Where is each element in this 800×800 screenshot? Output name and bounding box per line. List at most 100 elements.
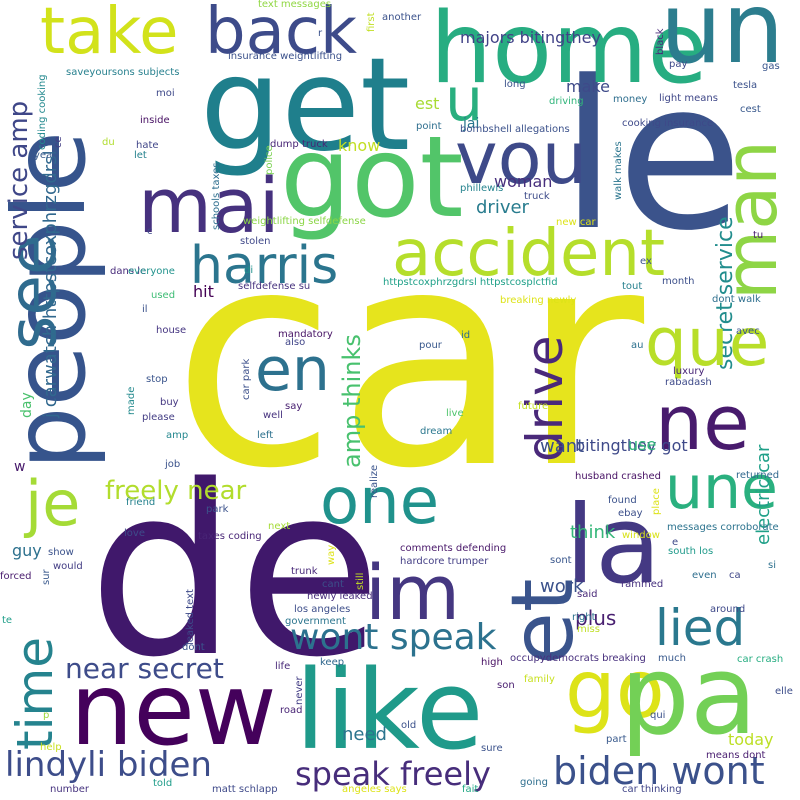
cloud-word: bombshell allegations (460, 124, 570, 135)
cloud-word: un (660, 0, 785, 86)
cloud-word: life (275, 661, 291, 672)
cloud-word: saveyoursons subjects (66, 67, 180, 78)
cloud-word: stolen (240, 236, 271, 247)
cloud-word: stop (146, 374, 168, 385)
cloud-word: mai (138, 161, 280, 250)
cloud-word: weightlifting selfdefense (243, 216, 366, 227)
cloud-word: family (524, 674, 555, 685)
cloud-word: ebay (618, 508, 643, 519)
cloud-word: time (6, 637, 64, 750)
cloud-word: newly leaked (307, 591, 373, 602)
cloud-word: dump truck (270, 139, 328, 150)
cloud-word: please (142, 412, 175, 423)
cloud-word: c (147, 226, 153, 237)
cloud-word: freely near (105, 476, 247, 506)
cloud-word: new (70, 651, 277, 768)
cloud-word: hate (136, 140, 159, 151)
cloud-word: est (415, 94, 440, 113)
cloud-word: driving (549, 96, 584, 107)
cloud-word: insurance weightlifting (228, 51, 343, 62)
cloud-word: say (285, 401, 303, 412)
cloud-word: miss (577, 624, 600, 635)
cloud-word: part (606, 734, 627, 745)
cloud-word: dans le (110, 266, 147, 277)
cloud-word: elle (775, 686, 793, 697)
cloud-word: biden wont (553, 749, 765, 793)
cloud-word: amp thinks (338, 334, 366, 468)
cloud-word: car crash (737, 654, 784, 665)
cloud-word: take (40, 0, 179, 69)
cloud-word: think (570, 522, 616, 543)
cloud-word: trunk (291, 566, 318, 577)
cloud-word: right (572, 612, 596, 623)
cloud-word: si (768, 560, 776, 571)
cloud-word: occupydemocrats breaking (510, 653, 646, 664)
cloud-word: p (43, 710, 50, 721)
cloud-word: still (355, 572, 366, 590)
cloud-word: harris (190, 236, 339, 296)
cloud-word: en (255, 335, 330, 405)
cloud-word: messages corroborate (667, 522, 779, 533)
cloud-word: car (172, 185, 645, 534)
cloud-word: love (124, 528, 145, 539)
cloud-word: httpstcoxphrzgdrsl httpstcosplctfid (383, 277, 558, 288)
cloud-word: even (692, 570, 717, 581)
cloud-word: text messages (258, 0, 332, 10)
cloud-word: bitingthey got (575, 436, 688, 455)
cloud-word: house (156, 325, 187, 336)
cloud-word: husband crashed (575, 471, 662, 482)
cloud-word: pay (669, 59, 688, 70)
cloud-word: use (628, 435, 657, 454)
cloud-word: tesla (733, 80, 758, 91)
cloud-word: amp (166, 430, 189, 441)
cloud-word: truck (524, 191, 550, 202)
cloud-word: sur (41, 569, 52, 585)
cloud-word: need (342, 724, 387, 745)
cloud-word: vou (455, 116, 588, 200)
cloud-word: comments defending (400, 543, 507, 554)
cloud-word: place (651, 488, 662, 515)
cloud-word: forced (0, 571, 32, 582)
cloud-word: plus (575, 606, 617, 630)
cloud-word: los angeles (294, 604, 351, 615)
cloud-word: today (728, 730, 774, 749)
cloud-word: u (445, 65, 484, 135)
cloud-word: inside (140, 115, 170, 126)
cloud-word: got (280, 113, 464, 243)
cloud-word: matt schlapp (212, 784, 278, 795)
cloud-word: car park (241, 358, 252, 400)
cloud-word: sont (550, 555, 572, 566)
cloud-word: du (102, 137, 115, 148)
cloud-word: jai (463, 116, 480, 132)
cloud-word: que (645, 304, 770, 381)
cloud-word: j carwatch httpstcoxphrzgdrsl (40, 150, 61, 418)
cloud-word: woman (494, 172, 553, 191)
cloud-word: de (88, 436, 382, 709)
cloud-word: help (40, 742, 62, 753)
cloud-word: dont walk (712, 294, 761, 305)
cloud-word: around (710, 604, 746, 615)
cloud-word: schools taxes (211, 162, 222, 230)
cloud-word: w (14, 459, 26, 475)
cloud-word: mandatory (278, 329, 333, 340)
cloud-word: selfdefense su (238, 281, 311, 292)
cloud-word: il (142, 304, 148, 315)
cloud-word: window (622, 530, 660, 541)
cloud-word: live (446, 408, 464, 419)
cloud-word: buy (160, 397, 179, 408)
cloud-word: go (565, 643, 665, 736)
cloud-word: make (566, 77, 610, 96)
cloud-word: id (461, 330, 471, 341)
cloud-word: returned (736, 470, 780, 481)
cloud-word: another (382, 12, 422, 23)
cloud-word: let (134, 150, 147, 161)
cloud-word: lied (655, 599, 746, 657)
cloud-word: black (655, 28, 666, 55)
cloud-word: qui (650, 710, 666, 721)
cloud-word: government (285, 616, 346, 627)
cloud-word: old (401, 720, 417, 731)
cloud-word: one (320, 465, 440, 539)
cloud-word: light means (659, 93, 718, 104)
cloud-word: point (416, 121, 442, 132)
cloud-word: get (200, 31, 411, 180)
